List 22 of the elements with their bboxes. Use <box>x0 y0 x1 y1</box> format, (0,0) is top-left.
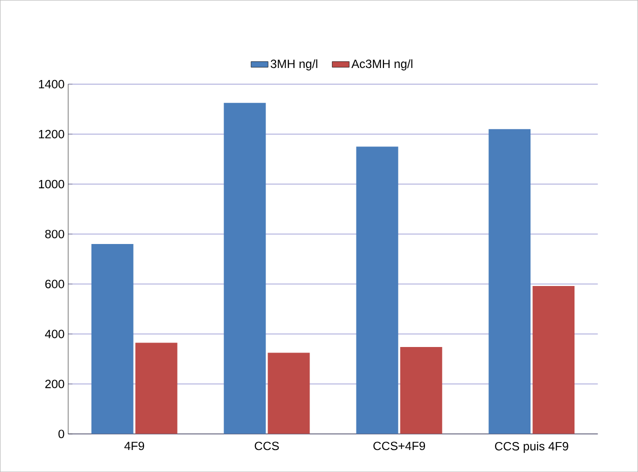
x-tick-label: CCS+4F9 <box>373 442 426 450</box>
y-tick-label: 400 <box>44 330 64 338</box>
bar <box>268 352 310 434</box>
legend-label: Ac3MH ng/l <box>351 59 412 70</box>
y-tick-label: 1200 <box>38 130 64 138</box>
y-tick-label: 200 <box>45 380 64 388</box>
bar <box>400 346 442 434</box>
bar <box>224 102 266 434</box>
x-tick-label: 4F9 <box>124 442 144 450</box>
bar <box>135 342 178 434</box>
bar <box>532 286 575 434</box>
legend-label: 3MH ng/l <box>270 59 318 70</box>
bar <box>488 129 531 434</box>
y-tick-label: 1000 <box>38 180 64 188</box>
bar <box>356 146 398 434</box>
y-tick-label: 600 <box>45 280 64 288</box>
y-tick-label: 800 <box>45 230 64 238</box>
y-tick-label: 0 <box>58 430 64 438</box>
x-tick-label: CCS puis 4F9 <box>495 442 568 453</box>
bar <box>91 244 134 434</box>
x-tick-label: CCS <box>254 442 279 450</box>
y-tick-label: 1400 <box>38 80 64 88</box>
